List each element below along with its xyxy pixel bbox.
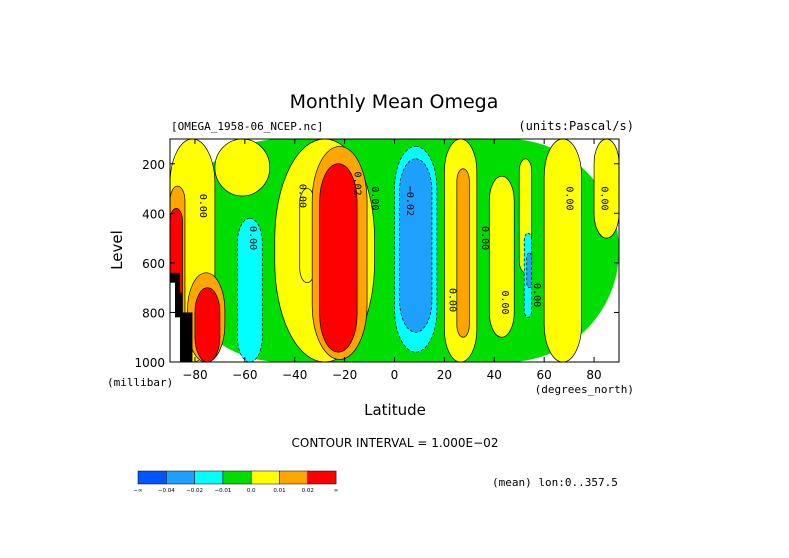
x-tick-label: 0 (391, 368, 399, 382)
contour-label: 0.00 (446, 288, 457, 312)
y-tick-label: 800 (142, 306, 165, 320)
contour-region (214, 139, 271, 197)
contour-region (526, 252, 533, 289)
missing-data-region (170, 282, 175, 362)
x-axis: −80 −60 −40 −20 0 20 40 60 80 (182, 139, 602, 382)
x-tick-label: 40 (487, 368, 502, 382)
x-axis-label: Latitude (364, 401, 426, 419)
contour-region (399, 158, 433, 333)
contour-region (179, 312, 193, 362)
contour-labels: 0.00 0.00 0.00 0.02 0.00 −0.02 0.00 0.00 0.00 0.0… (197, 172, 610, 315)
colorbar-label: ∞ (334, 488, 339, 494)
x-tick-label: −80 (182, 368, 207, 382)
y-axis-label: Level (108, 230, 126, 270)
contour-region (237, 217, 263, 362)
contour-interval-note: CONTOUR INTERVAL = 1.000E−02 (292, 436, 499, 450)
x-tick-label: −60 (232, 368, 257, 382)
colorbar-swatch (137, 470, 167, 485)
colorbar-label: −∞ (133, 488, 142, 494)
contour-region (488, 175, 515, 338)
x-tick-label: 60 (537, 368, 552, 382)
x-unit-label: (degrees_north) (535, 383, 634, 396)
contour-region (194, 287, 221, 362)
y-tick-label: 1000 (134, 356, 165, 370)
y-tick-label: 200 (142, 158, 165, 172)
colorbar-label: −0.01 (214, 488, 231, 494)
contour-label: 0.00 (197, 194, 208, 218)
contour-label: 0.00 (479, 226, 490, 250)
missing-data-region (174, 317, 180, 362)
colorbar-label: 0.0 (247, 488, 256, 494)
y-unit-label: (millibar) (107, 376, 173, 389)
units-label: (units:Pascal/s) (518, 119, 634, 133)
colorbar-swatch (250, 470, 280, 485)
contour-region (543, 139, 582, 362)
y-axis: 200 400 600 800 1000 (134, 158, 619, 370)
colorbar-label: −0.02 (186, 488, 203, 494)
colorbar-label: −0.04 (158, 488, 175, 494)
x-tick-label: 80 (586, 368, 601, 382)
colorbar-swatch (166, 470, 195, 485)
contour-label: 0.00 (599, 186, 610, 210)
contour-label: 0.00 (247, 226, 258, 250)
contour-label: 0.00 (564, 186, 575, 210)
x-tick-label: −40 (282, 368, 307, 382)
colorbar: −∞ −0.04 −0.02 −0.01 0.0 0.01 0.02 ∞ (133, 470, 339, 494)
contour-label: 0.02 (352, 172, 363, 196)
colorbar-swatch (279, 470, 309, 485)
contour-label: 0.00 (369, 186, 380, 210)
colorbar-swatch (307, 470, 337, 485)
plot-area (170, 139, 619, 362)
file-label: [OMEGA_1958-06_NCEP.nc] (171, 120, 323, 133)
colorbar-label: 0.02 (302, 488, 314, 494)
contour-region (174, 292, 183, 318)
contour-label: 0.00 (499, 290, 510, 314)
colorbar-label: 0.01 (273, 488, 285, 494)
contour-region (456, 168, 470, 338)
y-tick-label: 600 (142, 257, 165, 271)
contour-region (319, 163, 358, 353)
mean-note: (mean) lon:0..357.5 (492, 476, 618, 489)
x-tick-label: 20 (437, 368, 452, 382)
colorbar-swatch (222, 470, 252, 485)
x-tick-label: −20 (332, 368, 357, 382)
contour-label: 0.00 (531, 283, 542, 307)
y-tick-label: 400 (142, 207, 165, 221)
chart-title: Monthly Mean Omega (290, 91, 499, 113)
contour-label: 0.00 (297, 184, 308, 208)
contour-label: −0.02 (404, 186, 415, 216)
colorbar-swatch (194, 470, 224, 485)
